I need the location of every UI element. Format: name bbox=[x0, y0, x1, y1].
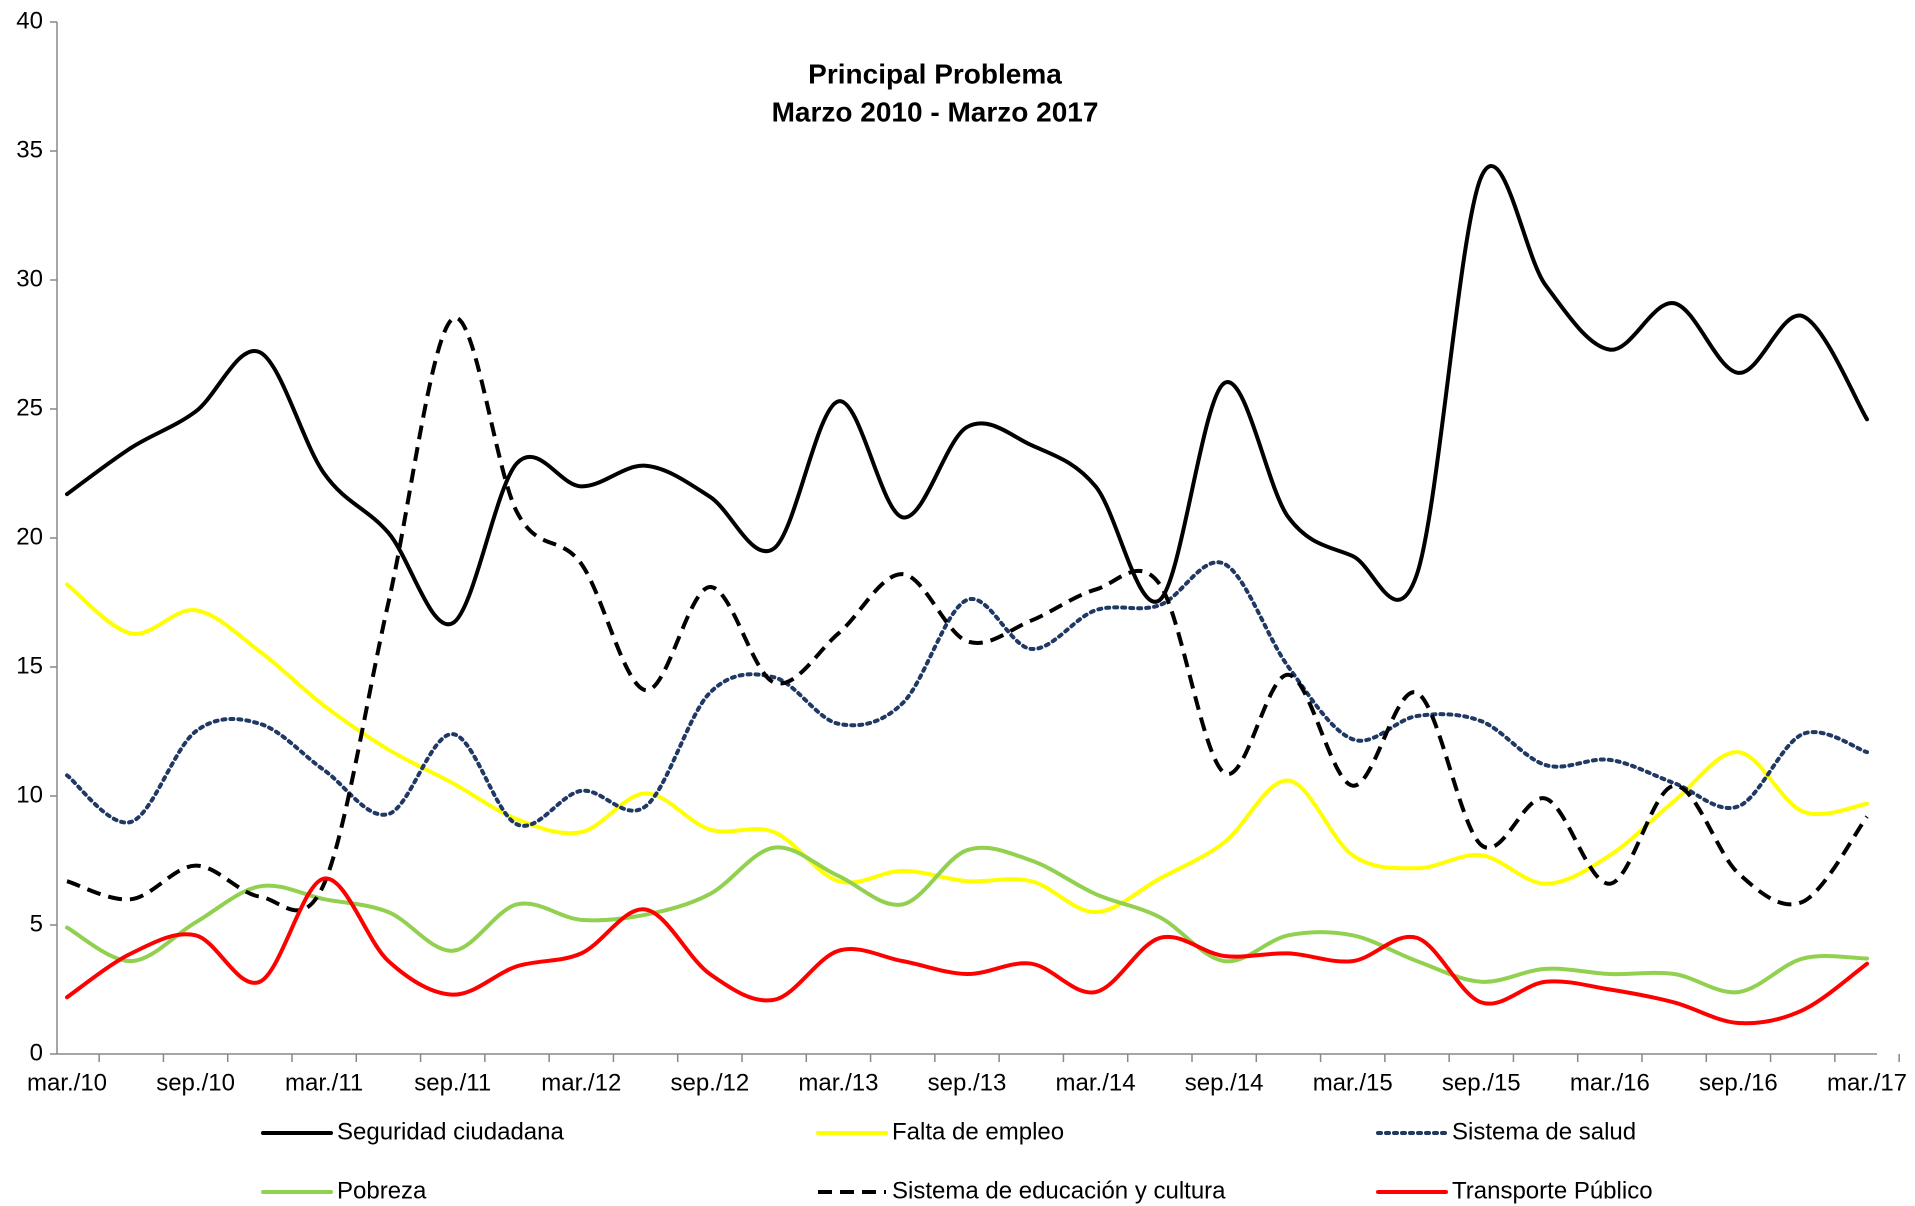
x-tick-label: mar./14 bbox=[1056, 1069, 1136, 1096]
legend-label: Sistema de educación y cultura bbox=[892, 1177, 1226, 1204]
y-tick-label: 10 bbox=[16, 781, 43, 808]
legend-label: Pobreza bbox=[337, 1177, 427, 1204]
legend-label: Transporte Público bbox=[1452, 1177, 1653, 1204]
x-tick-label: sep./14 bbox=[1185, 1069, 1264, 1096]
x-tick-label: mar./10 bbox=[27, 1069, 107, 1096]
x-tick-label: mar./12 bbox=[541, 1069, 621, 1096]
x-tick-label: sep./10 bbox=[156, 1069, 235, 1096]
legend-label: Falta de empleo bbox=[892, 1118, 1064, 1145]
x-tick-label: sep./11 bbox=[414, 1069, 491, 1096]
chart-title: Principal Problema bbox=[808, 58, 1062, 89]
series-line bbox=[65, 164, 1869, 627]
y-tick-label: 0 bbox=[30, 1039, 43, 1066]
series-line bbox=[65, 582, 1869, 915]
y-tick-label: 15 bbox=[16, 652, 43, 679]
legend-label: Seguridad ciudadana bbox=[337, 1118, 565, 1145]
y-tick-label: 40 bbox=[16, 7, 43, 34]
series-line bbox=[65, 560, 1869, 828]
x-tick-label: mar./11 bbox=[285, 1069, 363, 1096]
y-tick-label: 25 bbox=[16, 394, 43, 421]
x-tick-label: sep./12 bbox=[670, 1069, 749, 1096]
x-tick-label: mar./16 bbox=[1570, 1069, 1650, 1096]
y-tick-label: 5 bbox=[30, 910, 43, 937]
legend-label: Sistema de salud bbox=[1452, 1118, 1636, 1145]
x-tick-label: mar./13 bbox=[798, 1069, 878, 1096]
series-line bbox=[66, 315, 1869, 913]
series-line bbox=[65, 876, 1869, 1026]
x-tick-label: mar./15 bbox=[1313, 1069, 1393, 1096]
y-tick-label: 20 bbox=[16, 523, 43, 550]
y-tick-label: 30 bbox=[16, 265, 43, 292]
y-tick-label: 35 bbox=[16, 136, 43, 163]
x-tick-label: mar./17 bbox=[1827, 1069, 1907, 1096]
x-tick-label: sep./16 bbox=[1699, 1069, 1778, 1096]
x-tick-label: sep./15 bbox=[1442, 1069, 1521, 1096]
chart-subtitle: Marzo 2010 - Marzo 2017 bbox=[772, 96, 1099, 127]
series-line bbox=[65, 845, 1869, 995]
x-tick-label: sep./13 bbox=[928, 1069, 1007, 1096]
